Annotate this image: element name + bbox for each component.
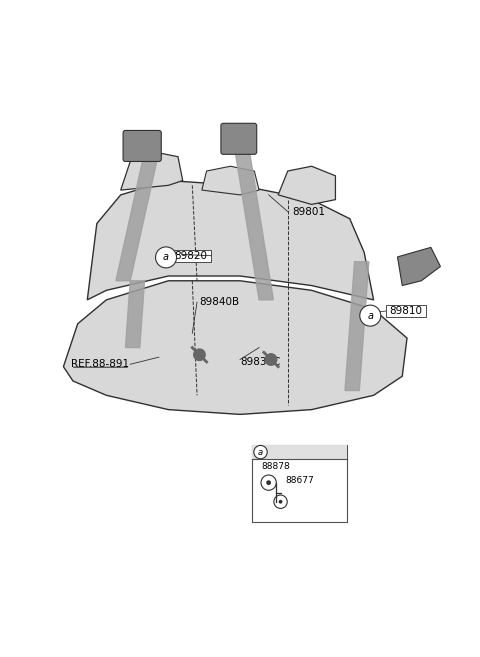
Text: 88878: 88878 — [262, 463, 290, 471]
Circle shape — [254, 445, 267, 459]
Circle shape — [194, 349, 205, 361]
Polygon shape — [125, 281, 144, 348]
Circle shape — [265, 353, 277, 365]
Polygon shape — [120, 152, 183, 190]
Text: 89801: 89801 — [292, 206, 325, 217]
Text: a: a — [163, 252, 169, 262]
Text: REF.88-891: REF.88-891 — [71, 359, 129, 369]
Circle shape — [261, 475, 276, 490]
Polygon shape — [278, 166, 336, 204]
Text: 88677: 88677 — [285, 476, 314, 485]
FancyBboxPatch shape — [221, 124, 257, 154]
Circle shape — [156, 247, 177, 268]
Circle shape — [360, 305, 381, 326]
Polygon shape — [116, 152, 159, 281]
Bar — [252, 445, 348, 522]
Circle shape — [266, 480, 271, 485]
Text: 89830C: 89830C — [240, 357, 280, 367]
Bar — [385, 305, 426, 317]
Polygon shape — [63, 281, 407, 415]
Text: a: a — [367, 311, 373, 321]
Bar — [171, 250, 211, 261]
Bar — [252, 445, 348, 459]
Text: 89840B: 89840B — [199, 297, 240, 307]
Text: 89820: 89820 — [175, 251, 207, 261]
Polygon shape — [345, 261, 369, 390]
Polygon shape — [87, 181, 373, 300]
Text: a: a — [258, 447, 263, 457]
Circle shape — [274, 495, 287, 509]
Polygon shape — [397, 248, 441, 286]
Circle shape — [279, 500, 282, 504]
Polygon shape — [235, 152, 274, 300]
Polygon shape — [202, 166, 259, 195]
Text: 89810: 89810 — [389, 306, 422, 316]
FancyBboxPatch shape — [123, 131, 161, 162]
